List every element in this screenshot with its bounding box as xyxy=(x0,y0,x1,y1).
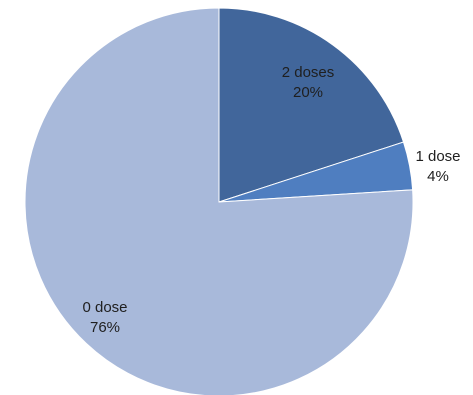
pie-slice-0-dose xyxy=(24,7,414,395)
data-label-percent: 4% xyxy=(427,168,449,185)
data-label-percent: 20% xyxy=(293,84,323,101)
data-label-2-doses: 2 doses 20% xyxy=(282,64,335,101)
data-label-0-dose: 0 dose 76% xyxy=(82,299,127,336)
pie-data-labels: 2 doses 20% 1 dose 4% 0 dose 76% xyxy=(82,64,460,336)
data-label-category: 0 dose xyxy=(82,299,127,316)
pie-slice-2-doses xyxy=(218,7,405,203)
data-label-category: 2 doses xyxy=(282,64,335,81)
data-label-1-dose: 1 dose 4% xyxy=(415,148,460,185)
data-label-category: 1 dose xyxy=(415,148,460,165)
pie-slices xyxy=(24,7,414,395)
data-label-percent: 76% xyxy=(90,319,120,336)
